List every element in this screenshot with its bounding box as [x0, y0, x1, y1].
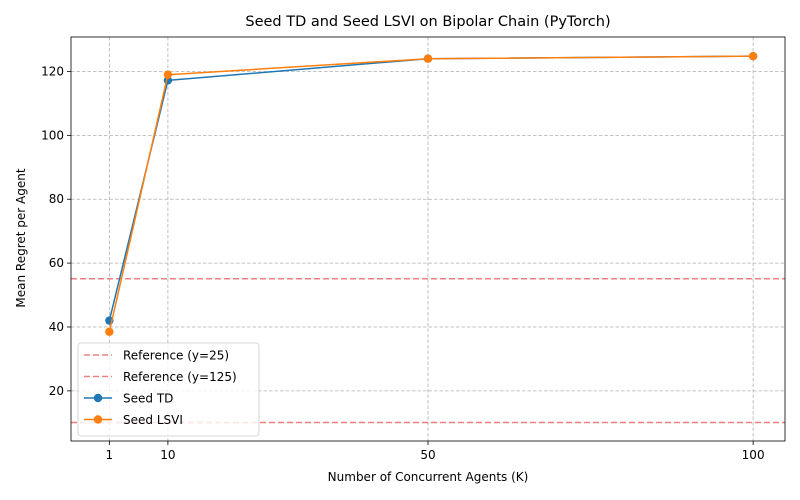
x-tick-label: 1	[106, 448, 114, 462]
legend-item: Reference (y=25)	[84, 349, 229, 363]
y-tick-label: 120	[41, 64, 64, 78]
series-2	[105, 51, 758, 336]
data-point	[105, 327, 114, 336]
x-tick-label: 10	[160, 448, 175, 462]
legend-marker	[93, 393, 103, 403]
legend-label: Reference (y=25)	[123, 349, 229, 363]
legend-item: Reference (y=125)	[84, 370, 237, 384]
y-tick-label: 80	[49, 192, 64, 206]
y-tick-label: 100	[41, 128, 64, 142]
data-point	[423, 54, 433, 63]
y-tick-label: 40	[49, 320, 64, 334]
legend-marker	[93, 415, 103, 424]
series-lines	[105, 51, 758, 336]
x-tick-label: 50	[420, 448, 435, 462]
y-axis-label: Mean Regret per Agent	[14, 168, 28, 307]
y-tick-label: 60	[49, 256, 64, 270]
legend-item: Seed TD	[84, 392, 173, 406]
data-point	[748, 51, 758, 61]
legend-box	[77, 342, 260, 437]
x-tick-label: 100	[742, 448, 765, 462]
y-tick-label: 20	[49, 384, 64, 398]
series-line	[108, 55, 754, 332]
x-axis-label: Number of Concurrent Agents (K)	[328, 470, 529, 484]
chart-title: Seed TD and Seed LSVI on Bipolar Chain (…	[245, 14, 610, 30]
axis-ticks: 1 10 50 100 20 40 60 80 100 120	[41, 64, 764, 462]
data-point	[163, 70, 173, 79]
legend-item: Seed LSVI	[84, 413, 183, 427]
legend: Reference (y=25) Reference (y=125) Seed TD…	[77, 342, 260, 437]
legend-label: Seed TD	[123, 392, 173, 406]
legend-label: Seed LSVI	[123, 413, 183, 427]
legend-label: Reference (y=125)	[123, 370, 237, 384]
